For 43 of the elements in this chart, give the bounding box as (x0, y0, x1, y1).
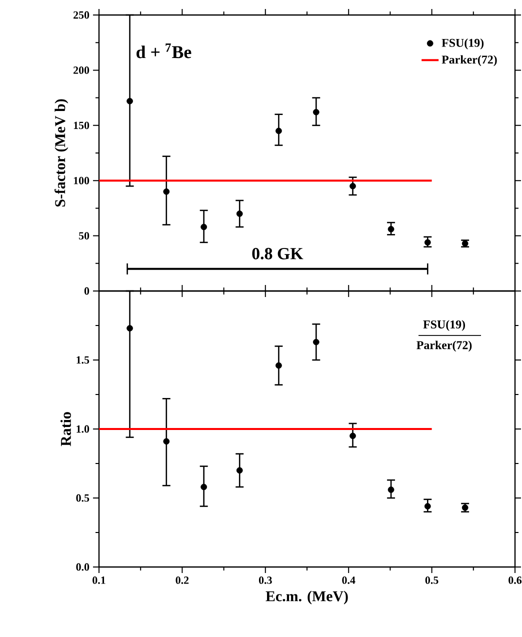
x-axis-title: Ec.m. (MeV) (266, 590, 348, 604)
y-tick-label: 0.0 (76, 563, 90, 571)
y-tick-label: 150 (74, 122, 90, 130)
y-tick-label: 0.5 (76, 494, 90, 502)
point (350, 432, 356, 440)
annotation: d + $^{7}$Be (136, 44, 192, 58)
point (126, 98, 133, 104)
point (424, 239, 431, 246)
y-tick-label: 250 (74, 11, 90, 19)
annotation: Parker(72) (416, 340, 472, 352)
point (312, 338, 320, 346)
x-tick-label: 0.1 (92, 576, 106, 584)
y-axis-title: Ratio (60, 412, 71, 446)
point (388, 486, 394, 493)
point (276, 128, 282, 134)
y-tick-label: 200 (74, 66, 90, 74)
annotation: 0.8 GK (252, 248, 304, 260)
y-tick-label: 50 (78, 232, 90, 240)
point (236, 467, 243, 474)
annotation: FSU(19) (423, 320, 466, 331)
point (126, 325, 133, 332)
x-tick-label: 0.6 (508, 576, 522, 584)
point (276, 362, 282, 369)
point (350, 182, 356, 190)
y-tick-label: 1.0 (76, 425, 90, 433)
point (163, 188, 170, 195)
legend-label: Parker(72) (442, 55, 497, 66)
point (388, 226, 394, 232)
point (163, 438, 170, 445)
x-tick-label: 0.4 (342, 576, 356, 584)
y-tick-label: 100 (74, 176, 90, 184)
legend-label: FSU(19) (442, 38, 484, 50)
y-tick-label: 0 (84, 287, 90, 295)
point (312, 108, 320, 116)
x-tick-label: 0.5 (425, 576, 438, 584)
point (200, 224, 208, 230)
point (424, 503, 431, 510)
x-tick-label: 0.3 (258, 576, 272, 584)
point (200, 484, 208, 490)
y-tick-label: 1.5 (76, 356, 90, 364)
x-tick-label: 0.2 (176, 576, 189, 584)
y-axis-title: S-factor (MeV b) (54, 99, 68, 207)
point (236, 210, 243, 217)
